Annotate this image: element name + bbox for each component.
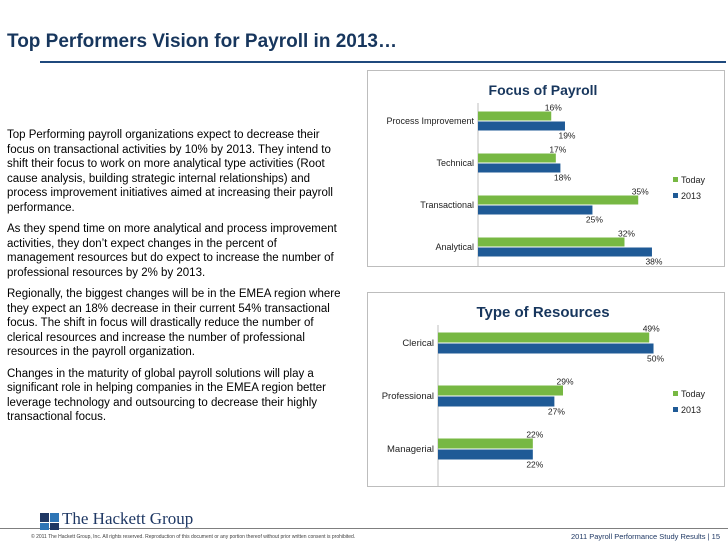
type-of-resources-bar-2013-managerial [438, 449, 533, 460]
focus-of-payroll-bar-2013-transactional [478, 205, 593, 215]
paragraph-2: As they spend time on more analytical an… [7, 223, 337, 279]
paragraph-4: Changes in the maturity of global payrol… [7, 367, 326, 424]
type-of-resources-data-label-2013-managerial: 22% [526, 460, 543, 470]
focus-of-payroll-bar-today-transactional [478, 195, 639, 205]
type-of-resources-category-label-clerical: Clerical [402, 338, 434, 349]
focus-of-payroll-chart: Focus of Payroll Process Improvement 16% 19… [367, 70, 725, 267]
copyright-notice: © 2011 The Hackett Group, Inc. All right… [31, 534, 356, 540]
type-of-resources-data-label-2013-professional: 27% [548, 407, 565, 417]
paragraph-3: Regionally, the biggest changes will be … [7, 288, 341, 358]
focus-of-payroll-data-label-today-transactional: 35% [632, 187, 649, 197]
type-of-resources-legend-label-today: Today [681, 389, 706, 399]
body-text: Top Performing payroll organizations exp… [7, 128, 345, 432]
type-of-resources-svg: Type of Resources Clerical 49% 50% Professio… [382, 304, 706, 486]
focus-of-payroll-category-label-technical: Technical [436, 158, 474, 168]
type-of-resources-legend-label-2013: 2013 [681, 405, 701, 415]
focus-of-payroll-data-label-2013-process-improvement: 19% [558, 131, 575, 141]
focus-of-payroll-svg: Focus of Payroll Process Improvement 16% 19… [386, 82, 706, 267]
page-number: 15 [711, 532, 720, 541]
focus-of-payroll-bar-2013-process-improvement [478, 121, 565, 131]
title-divider [40, 61, 726, 63]
hackett-logo-icon [40, 513, 59, 530]
focus-of-payroll-data-label-2013-analytical: 38% [645, 257, 662, 267]
study-name: 2011 Payroll Performance Study Results [571, 532, 706, 541]
focus-of-payroll-title: Focus of Payroll [489, 82, 598, 98]
focus-of-payroll-bar-2013-analytical [478, 247, 652, 257]
focus-of-payroll-legend-swatch-2013 [673, 193, 678, 198]
page-separator: | [707, 532, 710, 541]
focus-of-payroll-legend-label-today: Today [681, 175, 706, 185]
type-of-resources-chart: Type of Resources Clerical 49% 50% Professio… [367, 292, 725, 487]
type-of-resources-legend-swatch-2013 [673, 407, 678, 412]
slide-title: Top Performers Vision for Payroll in 201… [7, 31, 397, 52]
type-of-resources-data-label-2013-clerical: 50% [647, 354, 664, 364]
focus-of-payroll-data-label-2013-technical: 18% [554, 173, 571, 183]
focus-of-payroll-bar-today-technical [478, 153, 556, 163]
footer-divider [0, 528, 728, 529]
focus-of-payroll-data-label-today-analytical: 32% [618, 229, 635, 239]
focus-of-payroll-category-label-process-improvement: Process Improvement [386, 116, 474, 126]
focus-of-payroll-category-label-analytical: Analytical [435, 242, 474, 252]
logo-text: The Hackett Group [62, 509, 194, 528]
type-of-resources-data-label-today-managerial: 22% [526, 430, 543, 440]
focus-of-payroll-bar-today-process-improvement [478, 111, 552, 121]
type-of-resources-bar-today-professional [438, 385, 563, 396]
type-of-resources-category-label-professional: Professional [382, 391, 434, 402]
type-of-resources-bar-today-managerial [438, 438, 533, 449]
paragraph-1: Top Performing payroll organizations exp… [7, 129, 333, 214]
focus-of-payroll-legend-label-2013: 2013 [681, 191, 701, 201]
focus-of-payroll-data-label-today-technical: 17% [549, 145, 566, 155]
focus-of-payroll-category-label-transactional: Transactional [420, 200, 474, 210]
type-of-resources-bar-today-clerical [438, 332, 650, 343]
type-of-resources-data-label-today-professional: 29% [556, 377, 573, 387]
type-of-resources-data-label-today-clerical: 49% [643, 324, 660, 334]
focus-of-payroll-legend-swatch-today [673, 177, 678, 182]
focus-of-payroll-bar-today-analytical [478, 237, 625, 247]
type-of-resources-legend-swatch-today [673, 391, 678, 396]
focus-of-payroll-data-label-today-process-improvement: 16% [545, 103, 562, 113]
type-of-resources-bar-2013-clerical [438, 343, 654, 354]
type-of-resources-title: Type of Resources [476, 304, 609, 321]
type-of-resources-bar-2013-professional [438, 396, 555, 407]
study-label: 2011 Payroll Performance Study Results |… [571, 532, 720, 541]
type-of-resources-category-label-managerial: Managerial [387, 444, 434, 455]
focus-of-payroll-bar-2013-technical [478, 163, 561, 173]
focus-of-payroll-data-label-2013-transactional: 25% [586, 215, 603, 225]
